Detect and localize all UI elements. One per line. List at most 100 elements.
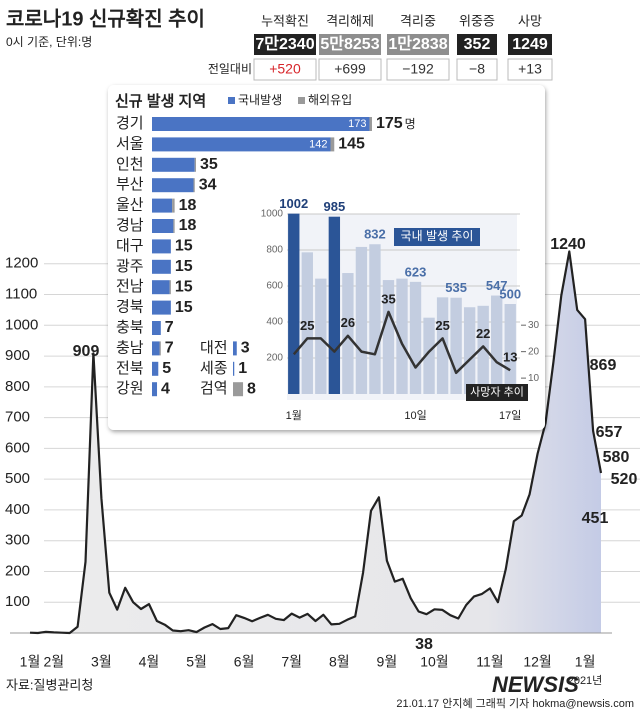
bar-segment — [193, 178, 195, 193]
category-label: 대전 — [200, 339, 228, 356]
total-label: 7 — [165, 340, 174, 357]
series-name: 국내 발생 추이 — [401, 229, 474, 243]
bar — [463, 307, 476, 394]
bar-segment — [369, 117, 372, 131]
y-tick-label: 600 — [5, 439, 30, 456]
total-label: 1 — [238, 360, 247, 377]
legend-label: 해외유입 — [308, 93, 352, 107]
annotation: 38 — [415, 636, 433, 653]
total-label: 15 — [175, 299, 193, 316]
bar-value-label: 623 — [405, 264, 427, 279]
legend-label: 국내발생 — [238, 93, 282, 107]
line — [292, 310, 511, 375]
credit: 21.01.17 안지혜 그래픽 기자 hokma@newsis.com — [396, 697, 634, 710]
category-label: 울산 — [116, 197, 144, 214]
category-label: 강원 — [116, 380, 144, 397]
x-tick-label: 2월 — [43, 654, 64, 670]
annotations: 909 1240 869 657 580 520 451 38 — [73, 236, 638, 653]
bar — [315, 278, 327, 394]
bar-value-label: 832 — [364, 227, 386, 242]
change-box — [253, 58, 317, 81]
total-label: 35 — [200, 156, 218, 173]
bar-segment — [152, 219, 174, 233]
bar-segment — [233, 341, 237, 356]
series-tag — [394, 228, 480, 246]
stat-change: +699 — [334, 61, 366, 77]
bar — [504, 304, 516, 394]
bar — [477, 305, 489, 394]
y-tick-label: 700 — [5, 409, 30, 426]
x-tick-label: 1월 — [20, 654, 41, 670]
year-note: 2021년 — [568, 674, 603, 687]
total-label: 3 — [241, 340, 250, 357]
x-tick-label: 4월 — [139, 654, 160, 670]
category-label: 서울 — [116, 135, 144, 152]
bar-inner-label: 173 — [348, 118, 366, 130]
category-label: 광주 — [116, 258, 144, 275]
bar-segment — [169, 280, 171, 295]
footer: NEWSIS 2021년 자료:질병관리청 21.01.17 안지혜 그래픽 기… — [6, 672, 634, 710]
y-tick-label: 1000 — [5, 316, 38, 333]
change-label: 전일대비 — [208, 62, 252, 76]
bar-value-label: 535 — [445, 280, 467, 295]
stat-value: 1만2838 — [388, 35, 447, 53]
bar-segment — [152, 300, 171, 315]
bar-segment — [152, 341, 160, 356]
bar-segment — [233, 382, 244, 397]
change-box — [318, 58, 382, 81]
unit-label: 명 — [405, 117, 416, 131]
total-label: 5 — [162, 360, 171, 377]
line — [29, 250, 603, 635]
bar-value-label: 500 — [499, 286, 521, 301]
bar-value-label: 547 — [486, 278, 508, 293]
x-tick-label: 3월 — [91, 654, 112, 670]
annotation: 580 — [603, 449, 630, 466]
category-label: 경기 — [116, 115, 144, 132]
annotation: 1240 — [550, 236, 586, 253]
bar — [342, 273, 354, 394]
bar — [369, 244, 381, 394]
change-box — [507, 58, 553, 81]
category-label: 경남 — [116, 217, 144, 234]
line-value-label: 26 — [341, 315, 355, 330]
total-label: 7 — [165, 319, 174, 336]
series-name: 사망자 추이 — [470, 385, 524, 398]
y-tick-label: 800 — [266, 245, 283, 256]
stat-box — [319, 34, 381, 55]
series-tag — [466, 384, 528, 401]
total-label: 15 — [175, 258, 193, 275]
stat-box — [457, 34, 497, 55]
x-tick-label: 1월 — [575, 654, 596, 670]
annotation: 909 — [73, 343, 100, 360]
bar-segment — [172, 198, 175, 213]
total-label: 15 — [175, 238, 193, 255]
y-tick-label: 400 — [266, 317, 283, 328]
stat-value: 5만8253 — [320, 35, 379, 53]
bar-segment — [233, 361, 235, 376]
x-tick-label: 6월 — [234, 654, 255, 670]
x-tick-label: 11월 — [476, 654, 503, 670]
stat-label: 누적확진 — [261, 13, 309, 28]
stat-box — [387, 34, 449, 55]
bar-segment — [330, 137, 335, 152]
bar — [450, 297, 462, 394]
trend-labels: 1002 985 832 623 535 547 500 25 26 35 25… — [279, 196, 521, 365]
bar-segment — [152, 117, 370, 131]
x-tick-label: 12월 — [523, 654, 551, 670]
line-value-label: 22 — [476, 326, 490, 341]
bar-segment — [152, 198, 173, 213]
category-label: 경북 — [116, 299, 144, 316]
x-tick-label: 10일 — [404, 408, 426, 422]
logo: NEWSIS — [492, 672, 579, 697]
y2-tick-label: 30 — [528, 320, 540, 331]
bar — [436, 297, 449, 394]
stat-box — [508, 34, 552, 55]
source: 자료:질병관리청 — [6, 677, 93, 692]
y-tick-label: 200 — [266, 353, 283, 364]
total-label: 15 — [175, 278, 193, 295]
bar-segment — [152, 280, 170, 295]
bar-segment — [152, 239, 171, 254]
bar — [396, 278, 408, 394]
stat-value: 352 — [464, 36, 491, 53]
